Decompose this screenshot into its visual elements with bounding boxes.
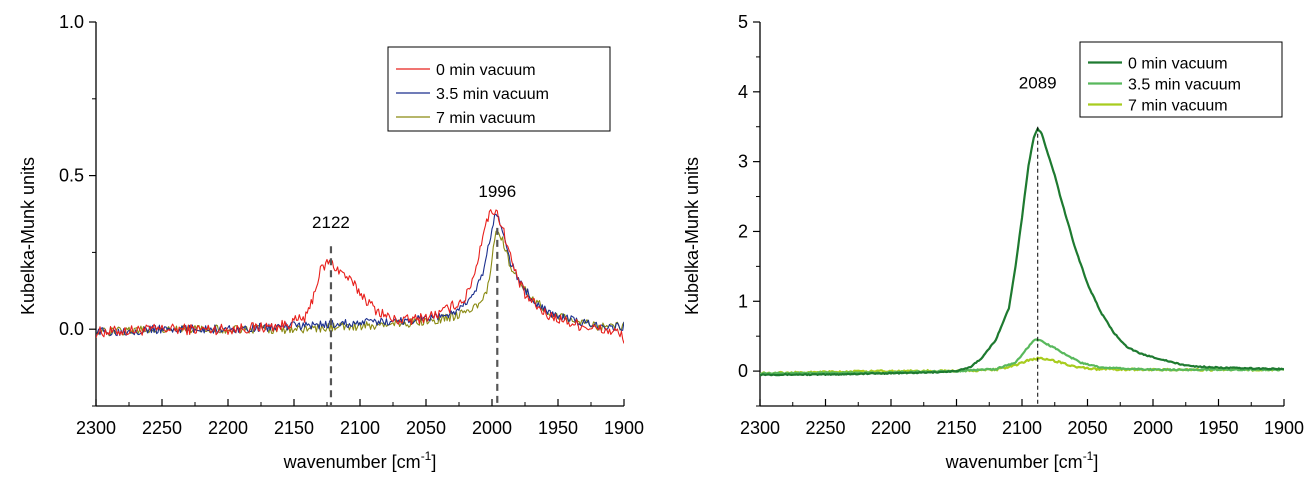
x-tick-label: 1950 [538,418,578,438]
x-tick-label: 2200 [871,418,911,438]
y-tick-label: 1.0 [59,12,84,32]
x-axis-label: wavenumber [cm-1] [945,449,1099,472]
x-tick-label: 2150 [936,418,976,438]
x-tick-label: 2100 [340,418,380,438]
series-line-1 [96,213,624,337]
y-tick-label: 1 [738,291,748,311]
x-tick-label: 2050 [406,418,446,438]
legend-label: 7 min vacuum [436,110,536,127]
x-axis-label-sup: -1 [421,449,432,463]
right-chart: 2300 2250 2200 2150 2100 2050 2000 1950 1900 5 4 3 2… [682,12,1304,472]
y-axis-label: Kubelka-Munk units [682,157,702,315]
x-tick-label: 2250 [805,418,845,438]
left-chart: 2300 2250 2200 2150 2100 2050 2000 1950 1900 1.0 0… [18,12,644,472]
y-tick-label: 5 [738,12,748,32]
x-tick-label: 2050 [1067,418,1107,438]
y-tick-label: 3 [738,152,748,172]
x-axis-label-text: wavenumber [cm [945,452,1083,472]
x-tick-label: 1950 [1198,418,1238,438]
x-tick-label: 2000 [472,418,512,438]
series-line-2 [96,230,624,337]
y-tick-label: 2 [738,221,748,241]
x-tick-label: 2300 [76,418,116,438]
y-tick-label: 0 [738,361,748,381]
legend-label: 7 min vacuum [1128,98,1228,115]
y-axis-label: Kubelka-Munk units [18,157,38,315]
legend-label: 3.5 min vacuum [436,86,549,103]
legend-label: 3.5 min vacuum [1128,77,1241,94]
x-tick-label: 2200 [208,418,248,438]
x-tick-label: 2000 [1133,418,1173,438]
series-line-0 [760,127,1284,377]
x-tick-label: 2300 [740,418,780,438]
x-axis-label-end: ] [431,452,436,472]
x-axis-label-sup: -1 [1083,449,1094,463]
y-tick-label: 0.5 [59,166,84,186]
legend-label: 0 min vacuum [436,62,536,79]
x-tick-label: 2150 [274,418,314,438]
x-tick-label: 1900 [1264,418,1304,438]
peak-label: 2089 [1019,73,1057,92]
peak-label: 1996 [478,182,516,201]
series-line-2 [760,356,1284,376]
x-tick-label: 2250 [142,418,182,438]
y-tick-label: 4 [738,82,748,102]
series-line-0 [96,209,624,344]
series-line-1 [760,338,1284,375]
x-axis-label-text: wavenumber [cm [283,452,421,472]
x-tick-label: 1900 [604,418,644,438]
x-tick-label: 2100 [1002,418,1042,438]
peak-label: 2122 [312,213,350,232]
legend-label: 0 min vacuum [1128,56,1228,73]
x-axis-label-end: ] [1093,452,1098,472]
y-tick-label: 0.0 [59,319,84,339]
x-axis-label: wavenumber [cm-1] [283,449,437,472]
